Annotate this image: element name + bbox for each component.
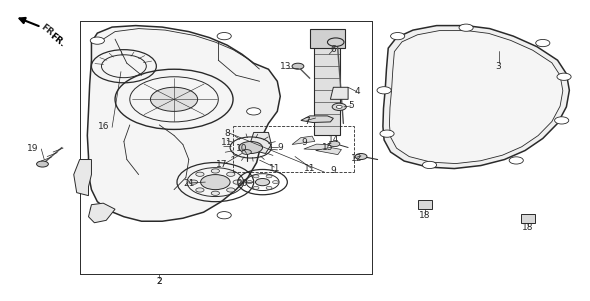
Text: 18: 18: [419, 211, 431, 220]
Circle shape: [201, 175, 230, 190]
Circle shape: [253, 175, 259, 178]
Circle shape: [227, 188, 235, 192]
Text: 10: 10: [236, 144, 248, 154]
Circle shape: [266, 186, 272, 189]
Circle shape: [266, 175, 272, 178]
Circle shape: [329, 141, 340, 147]
Polygon shape: [316, 147, 342, 155]
Text: 9: 9: [301, 138, 307, 147]
Circle shape: [459, 24, 473, 31]
Text: 15: 15: [322, 143, 333, 152]
Polygon shape: [310, 29, 345, 48]
Circle shape: [336, 105, 342, 108]
Text: 9: 9: [330, 166, 336, 175]
Polygon shape: [389, 31, 563, 163]
Circle shape: [227, 172, 235, 176]
Circle shape: [377, 87, 391, 94]
Text: 19: 19: [27, 144, 38, 154]
Circle shape: [242, 150, 251, 154]
Polygon shape: [74, 160, 91, 196]
Circle shape: [355, 154, 367, 160]
Circle shape: [247, 181, 253, 184]
Text: 11: 11: [268, 164, 280, 173]
Text: 12: 12: [351, 154, 363, 163]
Circle shape: [253, 186, 259, 189]
Text: 9: 9: [277, 143, 283, 152]
Text: 16: 16: [97, 122, 109, 131]
Polygon shape: [88, 203, 115, 223]
Text: 11: 11: [304, 164, 316, 173]
Text: 14: 14: [327, 135, 339, 144]
Circle shape: [509, 157, 523, 164]
Text: 5: 5: [348, 101, 354, 110]
Circle shape: [422, 161, 437, 169]
Text: 11: 11: [221, 138, 233, 147]
Text: 21: 21: [183, 179, 195, 188]
Polygon shape: [418, 200, 432, 209]
Circle shape: [37, 161, 48, 167]
Circle shape: [273, 181, 278, 184]
Circle shape: [239, 141, 263, 154]
Circle shape: [292, 63, 304, 69]
Text: 3: 3: [496, 62, 502, 71]
Circle shape: [557, 73, 571, 80]
Text: 2: 2: [156, 277, 162, 286]
Text: FR.: FR.: [39, 23, 58, 40]
Circle shape: [217, 212, 231, 219]
Text: FR.: FR.: [48, 32, 67, 49]
Circle shape: [391, 33, 405, 40]
Circle shape: [380, 130, 394, 137]
Circle shape: [555, 117, 569, 124]
Circle shape: [211, 191, 219, 195]
Circle shape: [255, 178, 270, 186]
Polygon shape: [87, 26, 280, 221]
Circle shape: [247, 108, 261, 115]
Polygon shape: [304, 144, 328, 150]
Polygon shape: [292, 136, 315, 144]
Polygon shape: [383, 26, 569, 169]
Polygon shape: [521, 214, 535, 223]
Circle shape: [90, 206, 104, 213]
Text: 17: 17: [215, 160, 227, 169]
Circle shape: [233, 180, 241, 184]
Text: 7: 7: [304, 117, 310, 126]
Circle shape: [196, 188, 204, 192]
Circle shape: [327, 38, 344, 46]
Polygon shape: [301, 116, 333, 123]
Text: 13: 13: [280, 62, 292, 71]
Circle shape: [217, 33, 231, 40]
Circle shape: [536, 39, 550, 47]
Text: 6: 6: [330, 45, 336, 54]
Circle shape: [196, 172, 204, 176]
Polygon shape: [330, 87, 348, 99]
Polygon shape: [314, 45, 340, 135]
Circle shape: [90, 37, 104, 44]
Text: 20: 20: [236, 179, 248, 188]
Text: 4: 4: [354, 87, 360, 96]
Text: 2: 2: [156, 277, 162, 286]
Circle shape: [150, 87, 198, 111]
Text: 18: 18: [522, 223, 534, 232]
Text: 8: 8: [224, 129, 230, 138]
Polygon shape: [251, 132, 271, 154]
Circle shape: [211, 169, 219, 173]
Circle shape: [189, 180, 198, 184]
Circle shape: [332, 103, 346, 110]
